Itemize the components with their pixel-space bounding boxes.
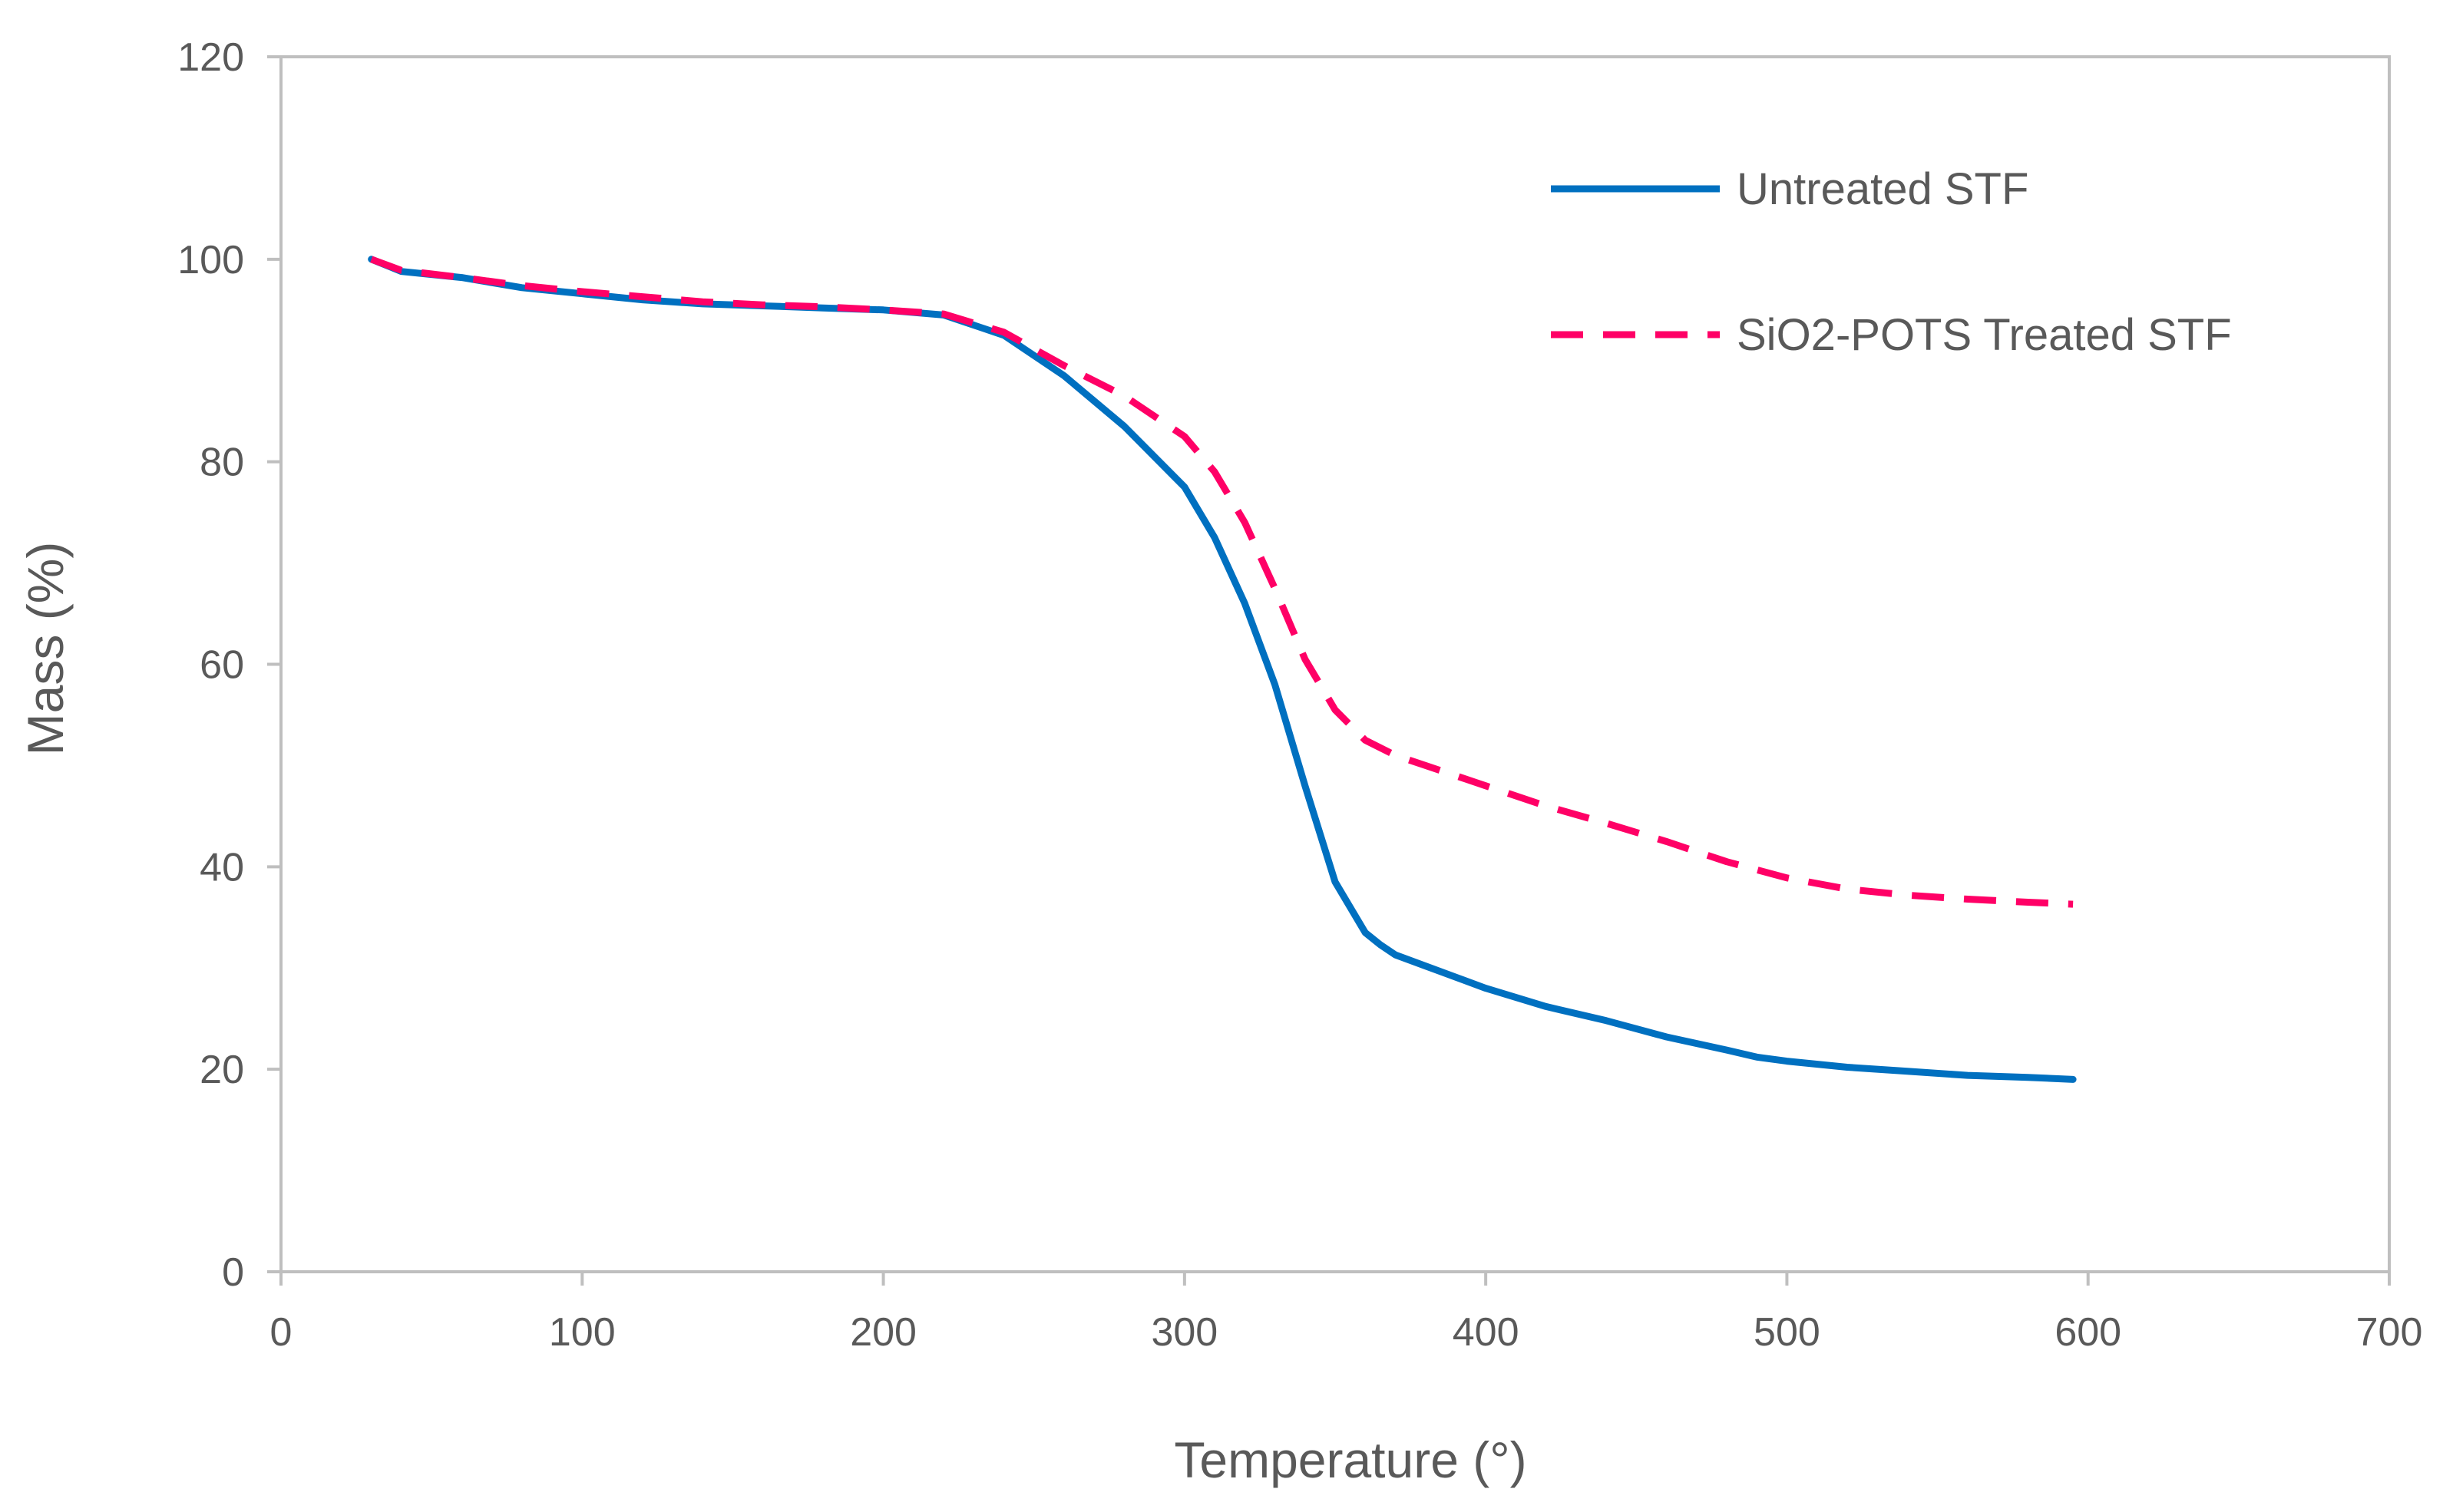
x-tick-label: 400 <box>1453 1310 1519 1355</box>
y-tick-label: 0 <box>222 1250 244 1295</box>
y-tick-label: 20 <box>200 1048 244 1092</box>
x-tick-label: 700 <box>2356 1310 2423 1355</box>
x-tick-label: 100 <box>549 1310 616 1355</box>
y-tick-label: 40 <box>200 845 244 890</box>
x-tick-label: 0 <box>270 1310 293 1355</box>
x-tick-label: 200 <box>850 1310 917 1355</box>
x-tick-label: 600 <box>2055 1310 2121 1355</box>
y-tick-label: 60 <box>200 643 244 688</box>
y-tick-label: 120 <box>177 35 244 80</box>
x-axis-title: Temperature (°) <box>1174 1431 1526 1488</box>
y-tick-label: 80 <box>200 441 244 485</box>
series-layer <box>368 256 2077 1083</box>
legend-label-sio2-pots-treated-stf: SiO2-POTS Treated STF <box>1737 310 2232 360</box>
legend: Untreated STF SiO2-POTS Treated STF <box>1551 164 2232 360</box>
x-axis-ticks: 0 100 200 300 400 500 600 700 <box>270 1272 2423 1355</box>
y-axis-title: Mass (%) <box>17 542 74 756</box>
x-tick-label: 500 <box>1754 1310 1820 1355</box>
y-axis-ticks: 0 20 40 60 80 100 120 <box>177 35 281 1295</box>
x-tick-label: 300 <box>1151 1310 1218 1355</box>
legend-label-untreated-stf: Untreated STF <box>1737 164 2028 214</box>
y-tick-label: 100 <box>177 238 244 282</box>
